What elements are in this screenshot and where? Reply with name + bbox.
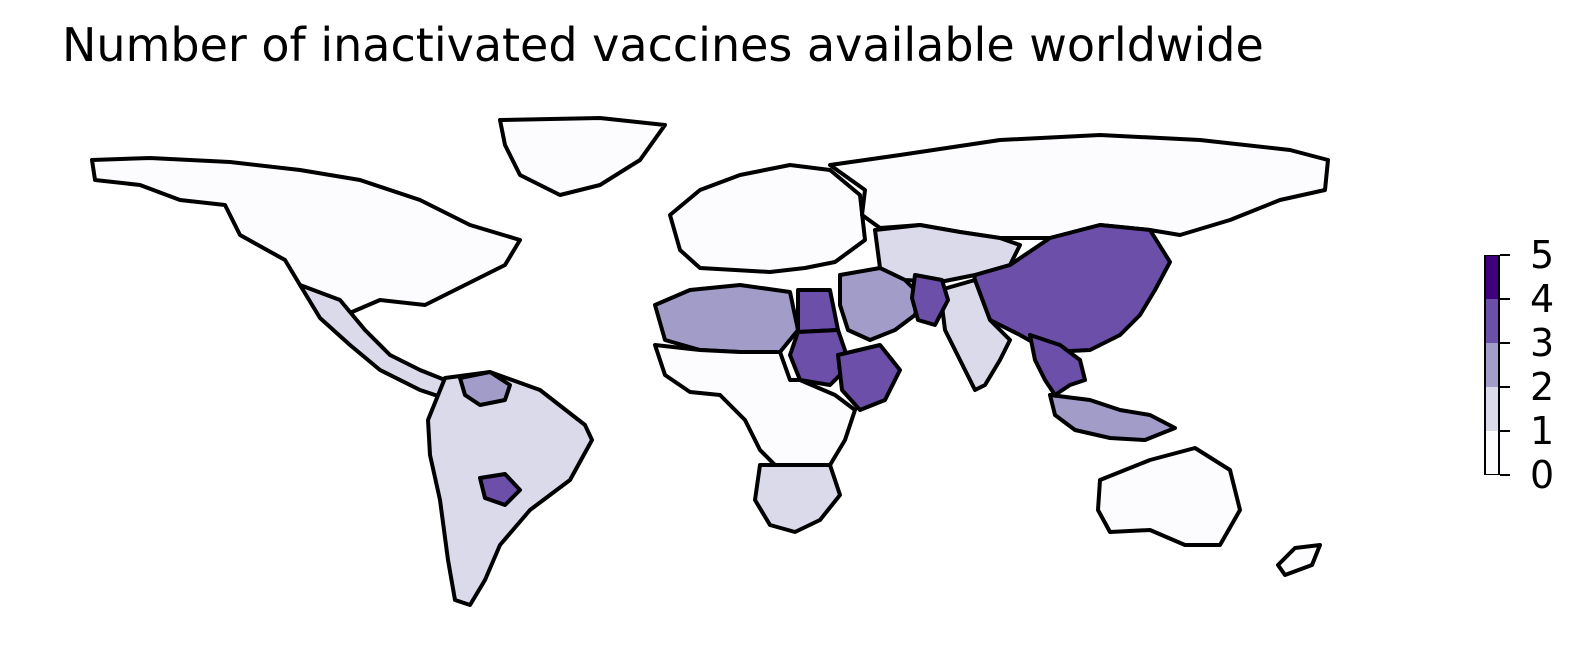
world-map [90, 116, 1330, 607]
colorbar-tick [1500, 254, 1510, 256]
colorbar-tick-label: 3 [1530, 321, 1555, 365]
region-new-zealand [1276, 543, 1322, 577]
colorbar-tick [1500, 342, 1510, 344]
region-mexico-central-america [298, 283, 462, 402]
region-paraguay [478, 472, 522, 507]
colorbar-tick [1500, 386, 1510, 388]
region-australia [1096, 446, 1242, 547]
colorbar-tick [1500, 298, 1510, 300]
colorbar [1484, 255, 1500, 475]
region-ethiopia [836, 343, 902, 412]
region-sudan [788, 328, 852, 387]
region-venezuela [458, 370, 512, 407]
colorbar-tick-label: 0 [1530, 453, 1555, 497]
colorbar-bin [1485, 299, 1499, 343]
region-southeast-asia [1028, 333, 1087, 397]
region-sub-saharan-africa [653, 343, 857, 472]
region-pakistan [910, 273, 950, 327]
region-russia [828, 133, 1330, 240]
colorbar-bin [1485, 343, 1499, 387]
region-egypt [796, 288, 840, 334]
region-north-america [90, 156, 522, 317]
region-china [970, 223, 1172, 354]
region-middle-east [838, 266, 922, 342]
colorbar-tick-label: 2 [1530, 365, 1555, 409]
colorbar-tick-label: 1 [1530, 409, 1555, 453]
region-europe [668, 163, 867, 274]
region-southern-africa [753, 463, 842, 534]
colorbar-bin [1485, 431, 1499, 475]
colorbar-bin [1485, 255, 1499, 299]
region-north-africa [653, 283, 800, 354]
region-greenland [498, 116, 667, 197]
colorbar-tick-label: 5 [1530, 233, 1555, 277]
region-maritime-southeast-asia [1048, 393, 1177, 442]
colorbar-tick-label: 4 [1530, 277, 1555, 321]
chart-title: Number of inactivated vaccines available… [62, 18, 1264, 72]
colorbar-bin [1485, 387, 1499, 431]
colorbar-tick [1500, 430, 1510, 432]
region-south-asia [938, 278, 1012, 392]
colorbar-tick [1500, 474, 1510, 476]
